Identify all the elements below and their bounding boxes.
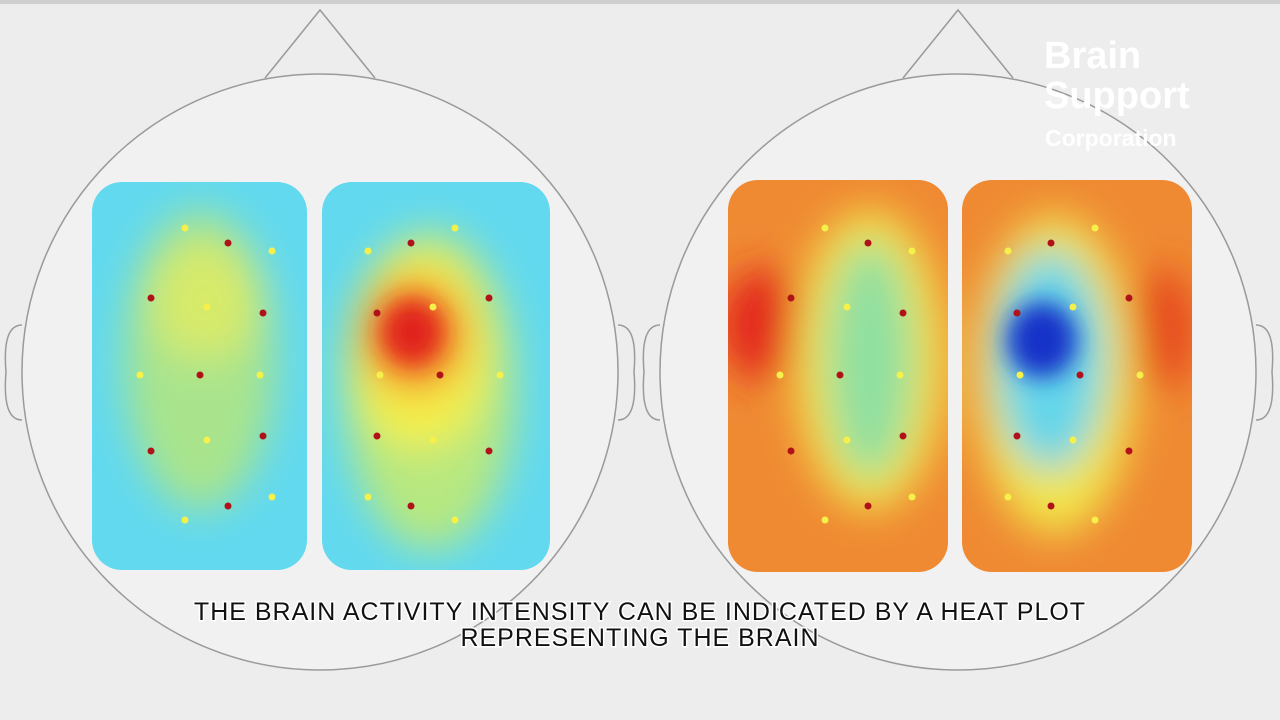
logo-line: Support — [1044, 75, 1190, 117]
electrode — [908, 493, 916, 501]
electrode — [429, 303, 437, 311]
electrode — [485, 447, 493, 455]
electrode — [181, 516, 189, 524]
electrode — [496, 371, 504, 379]
electrode — [259, 309, 267, 317]
electrode — [1013, 309, 1021, 317]
heat-zone — [382, 300, 442, 364]
electrode — [373, 309, 381, 317]
electrode — [259, 432, 267, 440]
electrode — [1125, 447, 1133, 455]
electrode — [364, 247, 372, 255]
electrode — [224, 502, 232, 510]
nose — [264, 8, 376, 79]
electrode — [268, 493, 276, 501]
nose — [902, 8, 1014, 79]
electrode — [1091, 516, 1099, 524]
electrode — [256, 371, 264, 379]
caption-line: THE BRAIN ACTIVITY INTENSITY CAN BE INDI… — [194, 598, 1086, 626]
electrode — [436, 371, 444, 379]
electrode — [908, 247, 916, 255]
electrode — [407, 502, 415, 510]
electrode — [429, 436, 437, 444]
electrode — [451, 224, 459, 232]
electrode — [136, 371, 144, 379]
electrode — [485, 294, 493, 302]
electrode — [1069, 436, 1077, 444]
electrode — [203, 303, 211, 311]
ear — [642, 324, 661, 421]
electrode — [147, 447, 155, 455]
ear — [617, 324, 636, 421]
electrode — [224, 239, 232, 247]
heat-zone — [1007, 302, 1077, 378]
electrode — [196, 371, 204, 379]
electrode — [1069, 303, 1077, 311]
electrode — [376, 371, 384, 379]
electrode — [373, 432, 381, 440]
electrode — [864, 502, 872, 510]
electrode — [1125, 294, 1133, 302]
electrode — [1016, 371, 1024, 379]
electrode — [787, 447, 795, 455]
electrode — [836, 371, 844, 379]
electrode — [1004, 493, 1012, 501]
electrode — [896, 371, 904, 379]
electrode — [843, 303, 851, 311]
electrode — [1047, 502, 1055, 510]
electrode — [899, 432, 907, 440]
electrode — [776, 371, 784, 379]
logo-line: Corporation — [1045, 125, 1177, 151]
ear — [1255, 324, 1274, 421]
electrode — [1136, 371, 1144, 379]
electrode — [864, 239, 872, 247]
electrode — [407, 239, 415, 247]
logo-line: Brain — [1044, 35, 1141, 77]
electrode — [1047, 239, 1055, 247]
caption-line: REPRESENTING THE BRAIN — [460, 624, 819, 652]
electrode — [364, 493, 372, 501]
electrode — [821, 516, 829, 524]
electrode — [843, 436, 851, 444]
heat-zone — [728, 270, 810, 380]
electrode — [268, 247, 276, 255]
electrode — [821, 224, 829, 232]
electrode — [147, 294, 155, 302]
heat-zone — [1125, 270, 1192, 390]
heat-zone — [825, 240, 915, 480]
electrode — [1013, 432, 1021, 440]
electrode — [899, 309, 907, 317]
electrode — [787, 294, 795, 302]
electrode — [181, 224, 189, 232]
electrode — [1004, 247, 1012, 255]
top-edge — [0, 0, 1280, 4]
heat-zone — [150, 240, 260, 360]
electrode — [1091, 224, 1099, 232]
ear — [4, 324, 23, 421]
electrode — [1076, 371, 1084, 379]
electrode — [451, 516, 459, 524]
electrodes — [136, 224, 1144, 524]
electrode — [203, 436, 211, 444]
